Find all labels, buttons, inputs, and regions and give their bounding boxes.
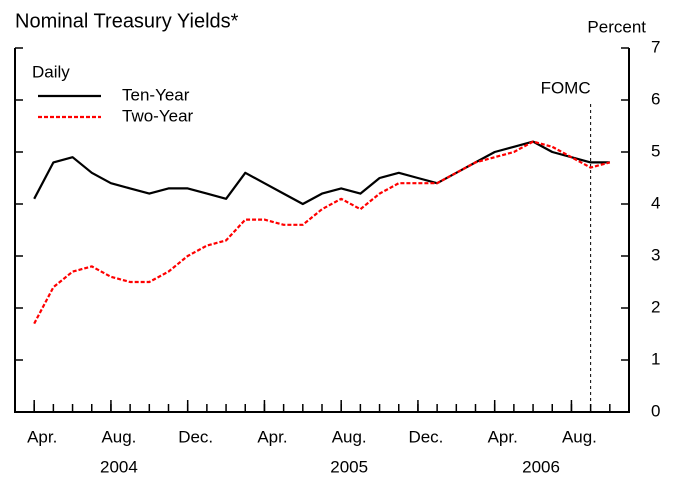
x-tick-label: Aug. xyxy=(332,427,367,446)
frequency-label: Daily xyxy=(32,62,70,81)
axes xyxy=(14,48,630,413)
y-tick-label: 3 xyxy=(651,245,660,264)
year-label: 2006 xyxy=(522,457,560,476)
year-label: 2004 xyxy=(100,457,138,476)
x-tick-label: Dec. xyxy=(408,427,443,446)
y-tick-label: 5 xyxy=(651,141,660,160)
x-tick-label: Aug. xyxy=(101,427,136,446)
y-tick-label: 2 xyxy=(651,297,660,316)
x-tick-label: Apr. xyxy=(257,427,287,446)
chart-title: Nominal Treasury Yields* xyxy=(15,10,239,32)
series-line xyxy=(33,140,610,206)
series-line xyxy=(33,140,611,325)
x-tick-label: Apr. xyxy=(488,427,518,446)
x-tick-label: Apr. xyxy=(27,427,57,446)
y-tick-label: 1 xyxy=(651,349,660,368)
y-tick-label: 6 xyxy=(651,89,660,108)
legend-label: Two-Year xyxy=(122,106,194,125)
y-tick-label: 7 xyxy=(651,37,660,56)
legend-label: Ten-Year xyxy=(122,85,190,104)
annotation-label: FOMC xyxy=(541,78,591,97)
y-tick-label: 4 xyxy=(651,193,660,212)
x-tick-label: Dec. xyxy=(178,427,213,446)
y-tick-label: 0 xyxy=(651,401,660,420)
x-tick-label: Aug. xyxy=(562,427,597,446)
year-label: 2005 xyxy=(330,457,368,476)
y-axis-label: Percent xyxy=(587,17,646,36)
